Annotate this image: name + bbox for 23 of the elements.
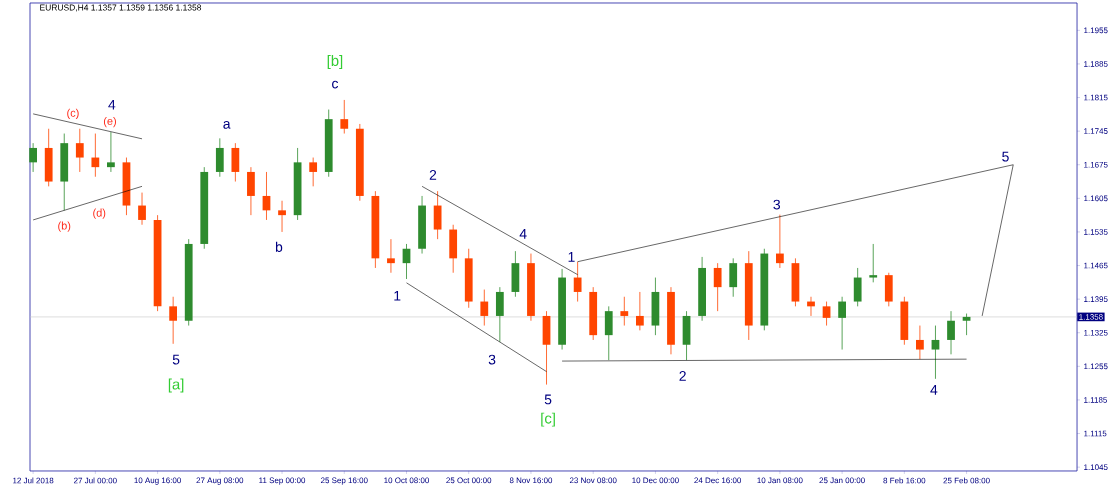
annotation: 4 bbox=[108, 99, 116, 110]
annotation: (b) bbox=[58, 221, 71, 232]
annotation: (c) bbox=[67, 108, 79, 119]
annotation: 5 bbox=[544, 394, 552, 405]
annotation: 2 bbox=[679, 371, 686, 381]
annotation: 4 bbox=[519, 229, 527, 239]
annotation: 4 bbox=[930, 385, 938, 395]
annotation: 3 bbox=[488, 354, 496, 365]
annotation: (e) bbox=[103, 116, 116, 128]
annotation: c bbox=[332, 80, 339, 89]
annotation: [b] bbox=[327, 55, 343, 69]
annotation: [a] bbox=[168, 378, 184, 393]
annotation: [c] bbox=[541, 412, 555, 427]
annotation: 3 bbox=[773, 199, 781, 210]
annotation: a bbox=[223, 121, 231, 129]
chart-title: EURUSD,H4 1.1357 1.1359 1.1356 1.1358 bbox=[40, 4, 202, 12]
annotation: b bbox=[275, 241, 283, 252]
annotation: 5 bbox=[1002, 151, 1009, 162]
annotation: 1 bbox=[568, 252, 575, 262]
annotation: 5 bbox=[172, 354, 180, 365]
annotation: 2 bbox=[429, 169, 437, 180]
annotation: (d) bbox=[93, 208, 106, 219]
annotation: 1 bbox=[394, 290, 401, 301]
